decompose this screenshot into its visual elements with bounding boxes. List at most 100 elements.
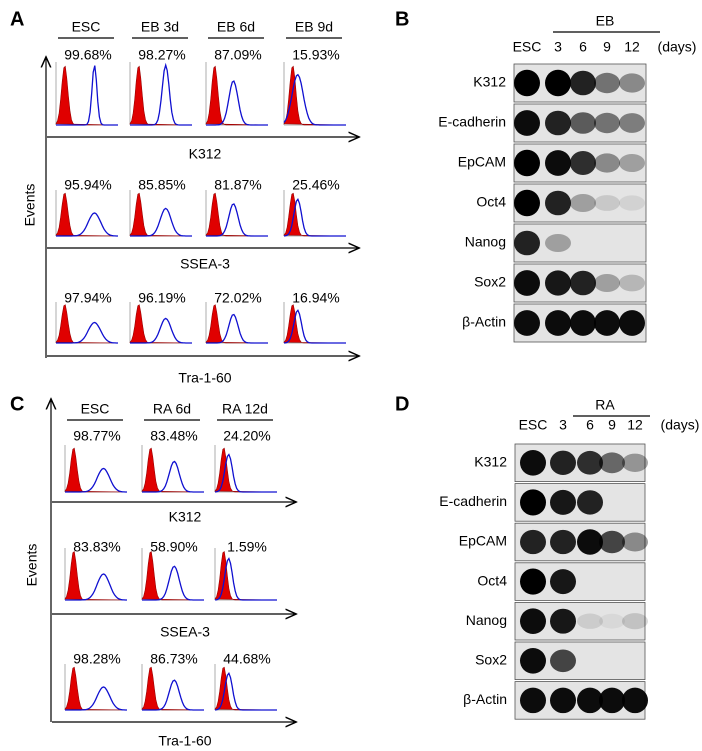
band-label: β-Actin — [463, 691, 507, 707]
band — [514, 69, 540, 97]
percentage: 98.27% — [138, 47, 185, 63]
band-label: Oct4 — [477, 572, 507, 588]
band-label: Nanog — [465, 234, 506, 250]
percentage: 98.77% — [73, 428, 120, 444]
marker-histogram — [142, 679, 204, 711]
isotype-histogram — [64, 551, 128, 601]
marker-label: Tra-1-60 — [178, 370, 231, 386]
band — [577, 450, 603, 475]
percentage: 24.20% — [223, 428, 270, 444]
percentage: 15.93% — [292, 47, 339, 63]
band — [514, 230, 540, 256]
lane-label: 3 — [559, 417, 567, 433]
band-label: EpCAM — [459, 533, 507, 549]
column-header: ESC — [72, 19, 101, 35]
marker-histogram — [130, 207, 192, 237]
marker-histogram — [65, 686, 127, 711]
panel-label: A — [10, 8, 24, 30]
marker-histogram — [130, 317, 192, 344]
y-axis-label: Events — [24, 544, 40, 587]
marker-histogram — [283, 197, 346, 237]
marker-histogram — [56, 65, 118, 126]
column-header: EB 6d — [217, 19, 255, 35]
lane-label: 9 — [608, 417, 616, 433]
band — [520, 489, 546, 516]
band — [514, 189, 540, 217]
isotype-histogram — [129, 192, 193, 237]
band-label: Sox2 — [475, 652, 507, 668]
band — [622, 613, 648, 630]
band — [619, 310, 645, 336]
marker-histogram — [214, 557, 277, 601]
band — [570, 194, 596, 212]
band-label: E-cadherin — [438, 114, 506, 130]
percentage: 83.83% — [73, 539, 120, 555]
column-header: RA 6d — [153, 401, 191, 417]
unit-label: (days) — [661, 417, 700, 433]
isotype-histogram — [64, 666, 128, 711]
panel-label: D — [395, 393, 409, 415]
marker-label: SSEA-3 — [160, 624, 210, 640]
band — [545, 150, 571, 176]
band — [577, 687, 603, 714]
column-header: RA 12d — [222, 401, 268, 417]
band — [577, 529, 603, 555]
lane-label: 3 — [554, 39, 562, 55]
band — [594, 310, 620, 336]
isotype-histogram — [141, 447, 205, 493]
band — [619, 154, 645, 172]
isotype-histogram — [55, 65, 119, 126]
band — [520, 529, 546, 555]
band — [520, 568, 546, 595]
isotype-histogram — [141, 551, 205, 601]
isotype-histogram — [55, 304, 119, 344]
isotype-histogram — [129, 304, 193, 344]
band — [550, 608, 576, 634]
marker-histogram — [283, 73, 346, 126]
lane-label: 12 — [627, 417, 643, 433]
band — [520, 687, 546, 714]
marker-histogram — [206, 203, 268, 237]
unit-label: (days) — [658, 39, 697, 55]
band-label: K312 — [474, 454, 507, 470]
marker-histogram — [65, 573, 127, 601]
band — [594, 195, 620, 211]
band — [577, 613, 603, 629]
band — [594, 72, 620, 94]
percentage: 83.48% — [150, 428, 197, 444]
band-label: β-Actin — [462, 314, 506, 330]
group-label: RA — [595, 397, 615, 413]
marker-histogram — [130, 62, 192, 126]
column-header: EB 9d — [295, 19, 333, 35]
panel-label: B — [395, 8, 409, 30]
band-label: Nanog — [466, 612, 507, 628]
band — [545, 190, 571, 216]
band — [514, 310, 540, 336]
lane-label: ESC — [513, 39, 542, 55]
marker-histogram — [65, 467, 127, 493]
lane-label: ESC — [519, 417, 548, 433]
marker-histogram — [56, 212, 118, 237]
percentage: 85.85% — [138, 177, 185, 193]
percentage: 95.94% — [64, 177, 111, 193]
marker-histogram — [142, 565, 204, 601]
lane-label: 6 — [586, 417, 594, 433]
band — [594, 112, 620, 134]
band-label: Sox2 — [474, 274, 506, 290]
percentage: 97.94% — [64, 290, 111, 306]
isotype-histogram — [141, 666, 205, 711]
percentage: 58.90% — [150, 539, 197, 555]
lane-label: 6 — [579, 39, 587, 55]
band — [622, 453, 648, 473]
band — [599, 687, 625, 714]
percentage: 96.19% — [138, 290, 185, 306]
band — [514, 149, 540, 177]
panel-label: C — [10, 393, 24, 415]
marker-label: Tra-1-60 — [158, 733, 211, 749]
band — [520, 450, 546, 476]
band — [520, 608, 546, 634]
marker-histogram — [214, 671, 277, 711]
marker-histogram — [56, 321, 118, 344]
band-label: E-cadherin — [439, 493, 507, 509]
